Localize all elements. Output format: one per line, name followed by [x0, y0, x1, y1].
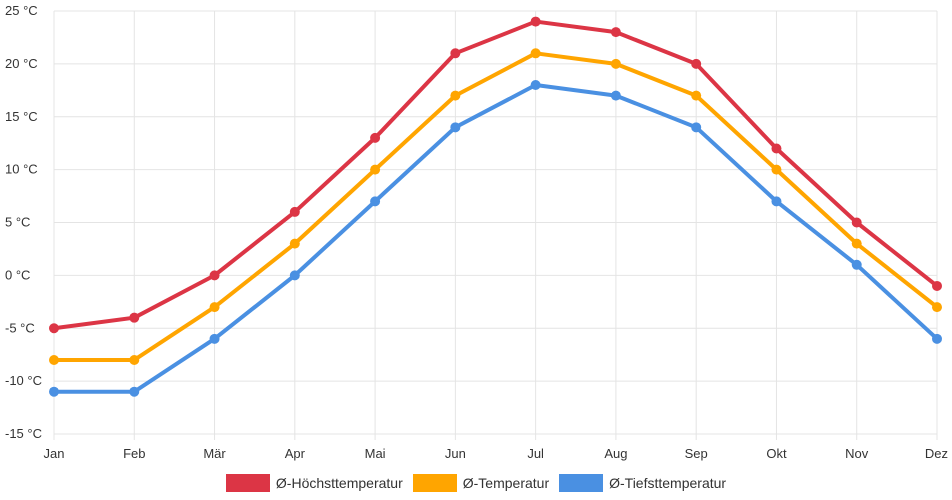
legend: Ø-Höchsttemperatur Ø-Temperatur Ø-Tiefst… [0, 470, 952, 496]
data-point[interactable] [851, 259, 862, 270]
x-tick-label: Aug [604, 446, 627, 461]
data-point[interactable] [209, 302, 220, 313]
data-point[interactable] [851, 217, 862, 228]
data-point[interactable] [370, 132, 381, 143]
data-point[interactable] [771, 164, 782, 175]
data-point[interactable] [610, 58, 621, 69]
data-point[interactable] [289, 206, 300, 217]
data-point[interactable] [129, 354, 140, 365]
legend-item-mean[interactable]: Ø-Temperatur [412, 474, 550, 492]
data-point[interactable] [129, 312, 140, 323]
x-tick-label: Jan [44, 446, 65, 461]
data-point[interactable] [370, 164, 381, 175]
data-point[interactable] [49, 323, 59, 334]
data-point[interactable] [289, 270, 300, 281]
legend-swatch-mean [412, 474, 457, 492]
x-axis: Jan Feb Mär Apr Mai Jun Jul Aug Sep Okt Nov Dez [44, 446, 948, 461]
data-point[interactable] [851, 238, 862, 249]
y-tick-label: -10 °C [5, 373, 42, 388]
x-tick-label: Mai [365, 446, 386, 461]
temperature-line-chart: -15 °C -10 °C -5 °C 0 °C 5 °C 10 °C 15 °C 20 °C… [5, 3, 948, 461]
data-point[interactable] [450, 48, 461, 59]
series-line-2 [52, 83, 939, 394]
x-tick-label: Feb [123, 446, 145, 461]
data-point[interactable] [289, 238, 300, 249]
data-point[interactable] [932, 280, 942, 291]
data-point[interactable] [932, 333, 942, 344]
legend-swatch-low [559, 474, 604, 492]
data-point[interactable] [129, 386, 140, 397]
y-tick-label: 0 °C [5, 267, 30, 282]
x-tick-label: Nov [845, 446, 869, 461]
x-tick-label: Apr [285, 446, 306, 461]
y-axis: -15 °C -10 °C -5 °C 0 °C 5 °C 10 °C 15 °C 20 °C… [5, 3, 42, 441]
data-point[interactable] [691, 122, 702, 133]
data-point[interactable] [610, 27, 621, 38]
data-point[interactable] [932, 302, 942, 313]
data-point[interactable] [771, 143, 782, 154]
data-point[interactable] [530, 48, 541, 59]
x-tick-label: Mär [203, 446, 226, 461]
x-tick-label: Dez [925, 446, 948, 461]
grid [53, 10, 938, 440]
legend-swatch-high [225, 474, 270, 492]
data-point[interactable] [49, 386, 59, 397]
data-point[interactable] [49, 354, 59, 365]
data-point[interactable] [209, 333, 220, 344]
data-point[interactable] [530, 80, 541, 91]
series-line-1 [52, 51, 939, 362]
legend-item-low[interactable]: Ø-Tiefsttemperatur [559, 474, 726, 492]
y-tick-label: 25 °C [5, 3, 38, 18]
x-tick-label: Jul [527, 446, 544, 461]
x-tick-label: Sep [685, 446, 708, 461]
data-point[interactable] [530, 16, 541, 27]
series [49, 16, 942, 397]
data-point[interactable] [209, 270, 220, 281]
y-tick-label: 15 °C [5, 109, 38, 124]
data-point[interactable] [691, 90, 702, 101]
data-point[interactable] [450, 122, 461, 133]
legend-label-mean: Ø-Temperatur [462, 475, 550, 491]
legend-label-low: Ø-Tiefsttemperatur [609, 475, 727, 491]
x-tick-label: Okt [766, 446, 787, 461]
legend-item-high[interactable]: Ø-Höchsttemperatur [225, 474, 403, 492]
data-point[interactable] [610, 90, 621, 101]
data-point[interactable] [771, 196, 782, 207]
y-tick-label: 20 °C [5, 56, 38, 71]
x-tick-label: Jun [445, 446, 466, 461]
y-tick-label: 5 °C [5, 215, 30, 230]
y-tick-label: -5 °C [5, 320, 35, 335]
legend-label-high: Ø-Höchsttemperatur [275, 475, 403, 491]
y-tick-label: -15 °C [5, 426, 42, 441]
data-point[interactable] [691, 58, 702, 69]
data-point[interactable] [450, 90, 461, 101]
y-tick-label: 10 °C [5, 162, 38, 177]
data-point[interactable] [370, 196, 381, 207]
series-line-0 [52, 19, 939, 331]
